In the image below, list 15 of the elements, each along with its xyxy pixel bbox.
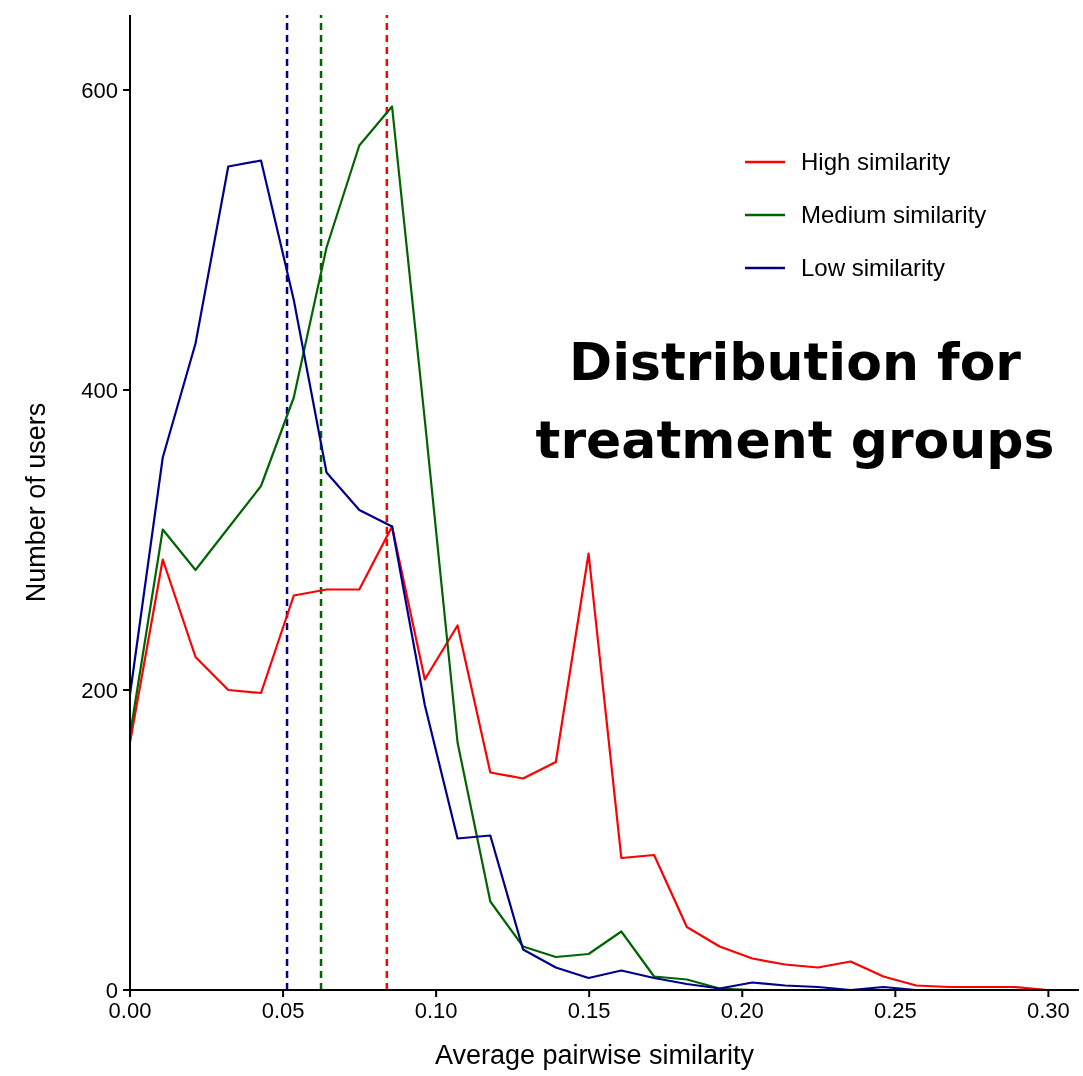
text: Distribution for treatment groups [535, 332, 1055, 470]
y-tick-label: 400 [81, 378, 118, 403]
x-tick-label: 0.25 [873, 998, 917, 1023]
y-axis-title: Number of users [21, 402, 51, 603]
x-tick-label: 0.20 [720, 998, 764, 1023]
legend-label: Low similarity [801, 254, 946, 281]
legend-label: High similarity [801, 148, 951, 175]
legend-label: Medium similarity [801, 201, 987, 228]
x-tick-label: 0.05 [261, 998, 305, 1023]
y-tick-label: 200 [81, 678, 118, 703]
x-tick-label: 0.10 [414, 998, 458, 1023]
y-tick-label: 600 [81, 78, 118, 103]
x-tick-label: 0.15 [567, 998, 611, 1023]
x-axis-title: Average pairwise similarity [434, 1040, 755, 1070]
x-tick-label: 0.30 [1026, 998, 1070, 1023]
